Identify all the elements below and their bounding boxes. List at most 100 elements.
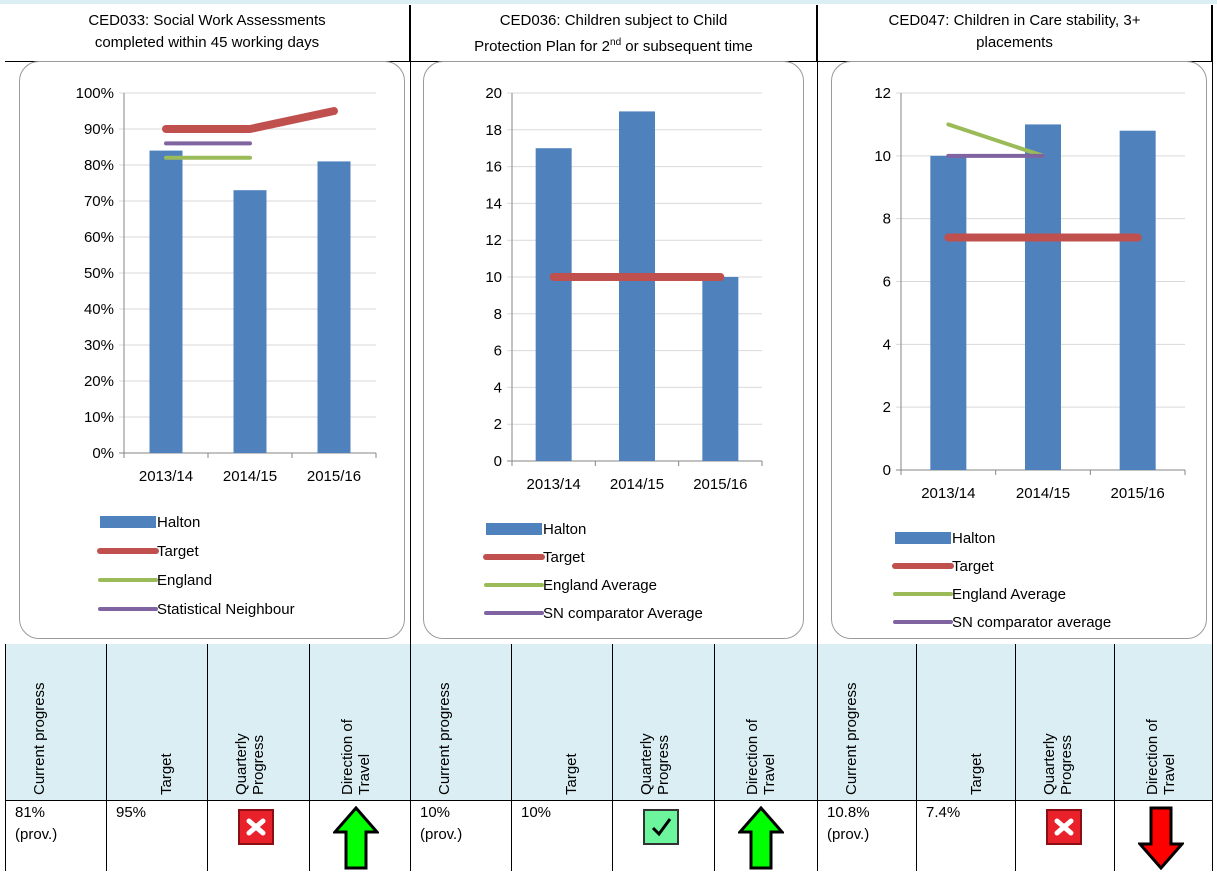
- table-header-background: [5, 644, 1212, 800]
- chart-title-1-line-2: completed within 45 working days: [94, 34, 320, 51]
- table-header-divider: [5, 800, 1212, 801]
- value-current-line: (prov.): [827, 826, 870, 843]
- bar-halton: [1025, 124, 1061, 470]
- y-tick-label: 2: [883, 399, 891, 416]
- chart-title-3: CED047: Children in Care stability, 3+ p…: [817, 5, 1212, 61]
- y-tick-label: 10: [485, 269, 502, 286]
- divider-2: [817, 5, 818, 644]
- chart-title-1-line-1: CED033: Social Work Assessments: [88, 12, 326, 29]
- chart-svg-1: 0% 10% 20% 30% 40% 50% 60% 70% 80% 90% 100% 2013/14…: [76, 85, 377, 618]
- x-tick-label: 2013/14: [139, 468, 193, 485]
- legend-label: Statistical Neighbour: [157, 601, 295, 618]
- x-tick-label: 2015/16: [693, 476, 747, 493]
- table-col-divider: [207, 644, 208, 871]
- bar-halton: [149, 150, 183, 453]
- header-direction-line: Direction of: [339, 719, 356, 795]
- y-tick-label: 14: [485, 195, 502, 212]
- header-quarterly-line: Progress: [655, 734, 672, 795]
- table-col-divider: [1015, 644, 1016, 871]
- value-current-line: 10.8%: [827, 804, 870, 821]
- y-tick-label: 0: [883, 462, 891, 479]
- chart-box-2: 0 2 4 6 8 10 12 14 16 18 20 2013/14 2014/15 2015/16 Ha…: [423, 61, 804, 639]
- bar-halton: [930, 155, 967, 470]
- header-quarterly-line: Quarterly: [233, 733, 250, 795]
- legend-swatch-halton: [486, 523, 542, 535]
- red-down-arrow-svg: [1136, 806, 1186, 871]
- y-tick-label: 10%: [84, 409, 114, 426]
- legend-label: Target: [543, 549, 586, 566]
- header-current-progress: Current progress: [843, 682, 860, 795]
- y-tick-label: 6: [494, 343, 502, 360]
- y-tick-label: 20%: [84, 373, 114, 390]
- table-col-divider: [916, 644, 917, 871]
- bar-halton: [317, 161, 351, 453]
- value-target: 7.4%: [926, 804, 961, 821]
- value-current-progress: 10.8% (prov.): [827, 802, 870, 846]
- y-tick-label: 18: [485, 122, 502, 139]
- y-tick-label: 12: [485, 232, 502, 249]
- value-current-line: 10%: [420, 804, 451, 821]
- value-target: 10%: [521, 804, 552, 821]
- header-target: Target: [968, 753, 985, 795]
- table-col-divider: [511, 644, 512, 871]
- bar-halton: [702, 277, 739, 461]
- table-col-divider: [817, 644, 818, 871]
- legend-label: England Average: [952, 586, 1066, 603]
- chart-title-3-line-1: CED047: Children in Care stability, 3+: [888, 12, 1141, 29]
- header-quarterly-progress: Quarterly Progress: [233, 733, 267, 795]
- bar-halton: [233, 190, 267, 453]
- y-tick-label: 4: [883, 336, 891, 353]
- header-quarterly-line: Progress: [250, 734, 267, 795]
- legend-label: Target: [157, 543, 200, 560]
- chart-title-1: CED033: Social Work Assessments complete…: [5, 5, 410, 61]
- table-col-divider: [714, 644, 715, 871]
- chart-svg-3: 0 2 4 6 8 10 12 2013/14 2014/15 2015/16 Halton Targ…: [874, 85, 1186, 631]
- y-tick-label: 8: [883, 211, 891, 228]
- legend-label: SN comparator average: [952, 614, 1111, 631]
- x-tick-label: 2014/15: [223, 468, 277, 485]
- header-current-progress: Current progress: [436, 682, 453, 795]
- x-tick-label: 2015/16: [1111, 485, 1165, 502]
- legend-swatch-halton: [895, 532, 951, 544]
- y-tick-label: 16: [485, 159, 502, 176]
- header-direction-line: Travel: [1161, 753, 1178, 795]
- chart-title-2-part-a: Protection Plan for 2: [474, 38, 611, 55]
- table-col-divider: [612, 644, 613, 871]
- y-tick-label: 50%: [84, 265, 114, 282]
- bar-halton: [1119, 130, 1156, 470]
- header-quarterly-line: Quarterly: [638, 733, 655, 795]
- green-up-arrow-svg: [331, 805, 381, 870]
- legend-label: England: [157, 572, 212, 589]
- legend-label: Target: [952, 558, 995, 575]
- chart-box-1: 0% 10% 20% 30% 40% 50% 60% 70% 80% 90% 100% 2013/14…: [19, 61, 405, 639]
- red-cross-icon: [1046, 809, 1082, 845]
- y-tick-label: 10: [874, 148, 891, 165]
- header-direction-line: Travel: [356, 753, 373, 795]
- table-col-divider: [309, 644, 310, 871]
- chart-svg-2: 0 2 4 6 8 10 12 14 16 18 20 2013/14 2014/15 2015/16 Ha…: [483, 85, 763, 622]
- legend-swatch-halton: [100, 516, 156, 528]
- x-tick-label: 2014/15: [610, 476, 664, 493]
- header-quarterly-progress: Quarterly Progress: [1041, 733, 1075, 795]
- y-tick-label: 2: [494, 416, 502, 433]
- legend-label: SN comparator Average: [543, 605, 703, 622]
- y-tick-label: 30%: [84, 337, 114, 354]
- bar-halton: [619, 111, 655, 462]
- legend-label: Halton: [952, 530, 995, 547]
- value-current-progress: 10% (prov.): [420, 802, 462, 846]
- table-col-divider: [5, 644, 6, 871]
- top-strip: [0, 0, 1217, 4]
- value-current-line: (prov.): [15, 826, 58, 843]
- y-tick-label: 12: [874, 85, 891, 102]
- chart-box-3: 0 2 4 6 8 10 12 2013/14 2014/15 2015/16 Halton Targ…: [831, 61, 1207, 639]
- header-direction-line: Direction of: [744, 719, 761, 795]
- header-quarterly-line: Progress: [1058, 734, 1075, 795]
- value-current-line: (prov.): [420, 826, 463, 843]
- y-tick-label: 70%: [84, 193, 114, 210]
- y-tick-label: 0%: [92, 445, 114, 462]
- legend-label: Halton: [543, 521, 586, 538]
- value-current-line: 81%: [15, 804, 46, 821]
- chart-title-2: CED036: Children subject to Child Protec…: [410, 5, 817, 61]
- y-tick-label: 90%: [84, 121, 114, 138]
- table-col-divider: [1212, 644, 1213, 871]
